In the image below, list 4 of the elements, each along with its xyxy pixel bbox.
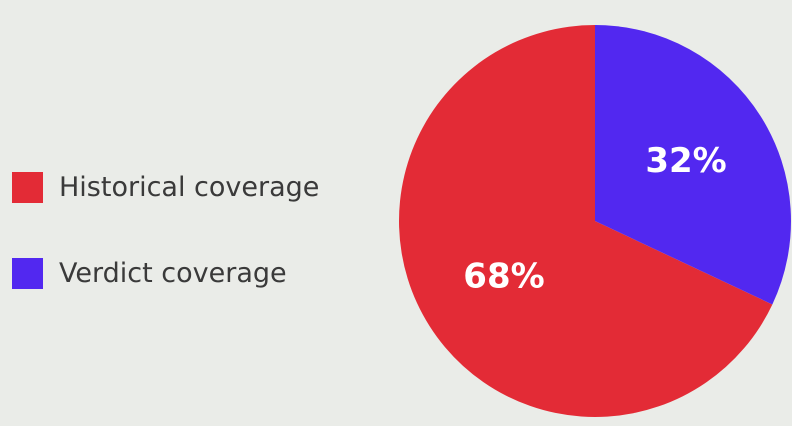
data-label: 68% — [463, 256, 545, 297]
legend-label: Verdict coverage — [59, 258, 287, 288]
legend-label: Historical coverage — [59, 172, 320, 202]
data-label: 32% — [645, 141, 727, 182]
